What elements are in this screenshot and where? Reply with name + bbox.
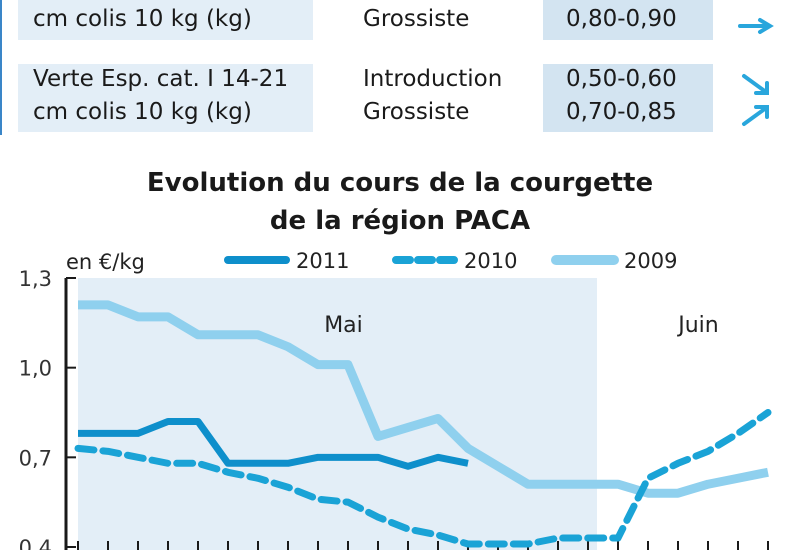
product-cell xyxy=(18,64,313,132)
chart-title-line-1: Evolution du cours de la courgette xyxy=(146,168,654,198)
line-chart: 1,3 1,0 0,7 0,4 2011 2010 2009 Mai Juin en €/kg xyxy=(19,249,800,550)
product-line-2: cm colis 10 kg (kg) xyxy=(33,6,252,32)
table-row: cm colis 10 kg (kg) Grossiste 0,80-0,90 xyxy=(18,0,793,40)
y-axis-unit: en €/kg xyxy=(66,250,145,274)
month-label: Juin xyxy=(676,313,719,338)
legend-label-2009: 2009 xyxy=(624,249,677,273)
legend-label-2010: 2010 xyxy=(464,249,517,273)
stage-cell xyxy=(338,0,538,40)
trend-cell xyxy=(718,64,793,132)
table-row: Verte Esp. cat. I 14-21 cm colis 10 kg (… xyxy=(18,64,793,132)
month-band-mai xyxy=(78,278,597,550)
y-tick-label: 0,7 xyxy=(19,446,52,470)
chart-title-line-2: de la région PACA xyxy=(269,206,531,236)
price-line-1: 0,50-0,60 xyxy=(566,66,677,92)
stage-line-2: Grossiste xyxy=(363,99,470,125)
arrow-right-icon xyxy=(738,18,774,34)
stage-cell xyxy=(338,64,538,132)
price-cell xyxy=(543,0,713,40)
product-line-1: Verte Esp. cat. I 14-21 xyxy=(33,66,289,92)
price-line-2: 0,80-0,90 xyxy=(566,6,677,32)
stage-line-1: Introduction xyxy=(363,66,503,92)
y-tick-label: 1,3 xyxy=(19,267,52,291)
trend-cell xyxy=(718,0,793,40)
series-line-2010 xyxy=(74,409,772,548)
product-cell xyxy=(18,0,313,40)
y-tick-label: 0,4 xyxy=(19,536,52,550)
month-label: Mai xyxy=(324,313,363,338)
arrow-up-icon xyxy=(742,105,769,126)
price-line-2: 0,70-0,85 xyxy=(566,99,677,125)
stage-line-2: Grossiste xyxy=(363,6,470,32)
legend-label-2011: 2011 xyxy=(296,249,349,273)
price-table: cm colis 10 kg (kg) Grossiste 0,80-0,90 … xyxy=(0,0,800,135)
arrow-down-icon xyxy=(742,74,769,95)
price-cell xyxy=(543,64,713,132)
table-left-border xyxy=(0,0,2,135)
chart: Evolution du cours de la courgette de la… xyxy=(0,150,800,550)
y-tick-label: 1,0 xyxy=(19,357,52,381)
product-line-2: cm colis 10 kg (kg) xyxy=(33,99,252,125)
series-line-2009 xyxy=(78,300,769,498)
series-line-2011 xyxy=(78,417,469,470)
